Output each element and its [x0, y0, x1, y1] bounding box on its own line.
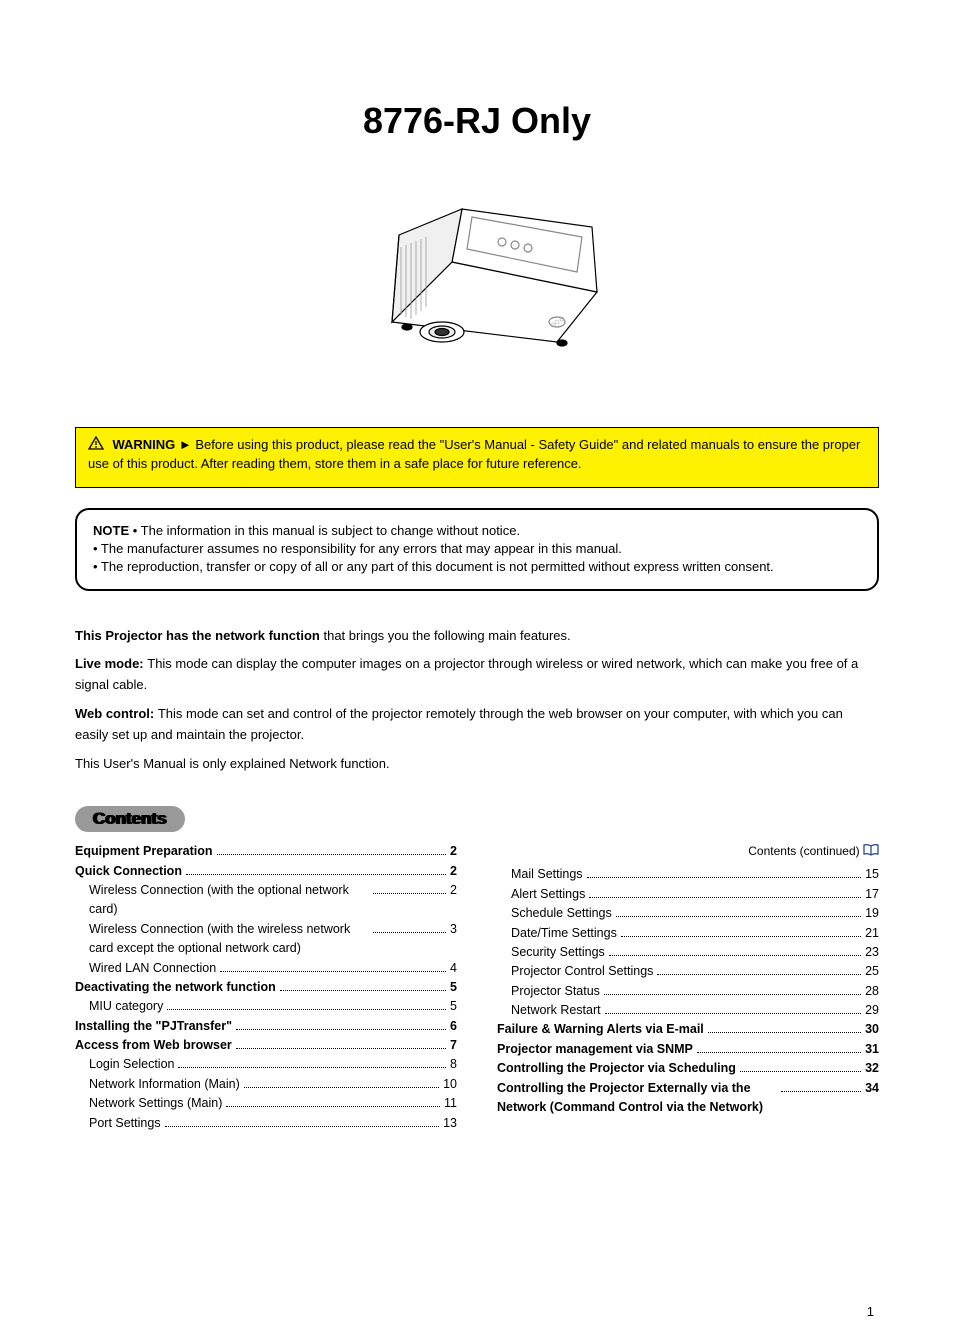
intro-paragraph-1: This Projector has the network function … — [75, 626, 879, 647]
toc-item: Wireless Connection (with the optional n… — [75, 881, 457, 920]
intro-paragraph-3: Web control: This mode can set and contr… — [75, 704, 879, 746]
warning-box: WARNING ► Before using this product, ple… — [75, 427, 879, 488]
toc-left-column: Equipment Preparation2Quick Connection2W… — [75, 842, 457, 1133]
note-box: NOTE • The information in this manual is… — [75, 508, 879, 591]
toc-item: Deactivating the network function5 — [75, 978, 457, 997]
toc-item: Date/Time Settings21 — [497, 924, 879, 943]
toc-item: Security Settings23 — [497, 943, 879, 962]
page-number: 1 — [867, 1304, 874, 1319]
contents-heading: Contents — [75, 806, 185, 832]
toc-item: Port Settings13 — [75, 1114, 457, 1133]
toc-item: Wired LAN Connection4 — [75, 959, 457, 978]
intro-paragraph-4: This User's Manual is only explained Net… — [75, 754, 879, 775]
toc-item: Equipment Preparation2 — [75, 842, 457, 861]
book-icon — [863, 843, 879, 862]
table-of-contents: Equipment Preparation2Quick Connection2W… — [75, 842, 879, 1133]
toc-item: MIU category5 — [75, 997, 457, 1016]
warning-triangle-icon — [88, 436, 104, 455]
toc-item: Controlling the Projector via Scheduling… — [497, 1059, 879, 1078]
toc-item: Login Selection8 — [75, 1055, 457, 1074]
toc-item: Network Settings (Main)11 — [75, 1094, 457, 1113]
toc-item: Network Information (Main)10 — [75, 1075, 457, 1094]
toc-item: Network Restart29 — [497, 1001, 879, 1020]
toc-right-column: Contents (continued) Mail Settings15Aler… — [497, 842, 879, 1133]
toc-item: Projector management via SNMP31 — [497, 1040, 879, 1059]
toc-continued-label: Contents (continued) — [497, 842, 879, 861]
intro-paragraph-2: Live mode: This mode can display the com… — [75, 654, 879, 696]
toc-item: Failure & Warning Alerts via E-mail30 — [497, 1020, 879, 1039]
toc-item: Access from Web browser7 — [75, 1036, 457, 1055]
page-title: 8776-RJ Only — [75, 100, 879, 142]
toc-item: Installing the "PJTransfer"6 — [75, 1017, 457, 1036]
toc-item: Projector Control Settings25 — [497, 962, 879, 981]
toc-item: Wireless Connection (with the wireless n… — [75, 920, 457, 959]
toc-item: Mail Settings15 — [497, 865, 879, 884]
toc-item: Controlling the Projector Externally via… — [497, 1079, 879, 1118]
toc-item: Projector Status28 — [497, 982, 879, 1001]
product-illustration — [75, 167, 879, 367]
warning-text: WARNING ► Before using this product, ple… — [88, 437, 860, 471]
projector-icon — [327, 167, 627, 367]
toc-item: Quick Connection2 — [75, 862, 457, 881]
toc-item: Schedule Settings19 — [497, 904, 879, 923]
toc-item: Alert Settings17 — [497, 885, 879, 904]
